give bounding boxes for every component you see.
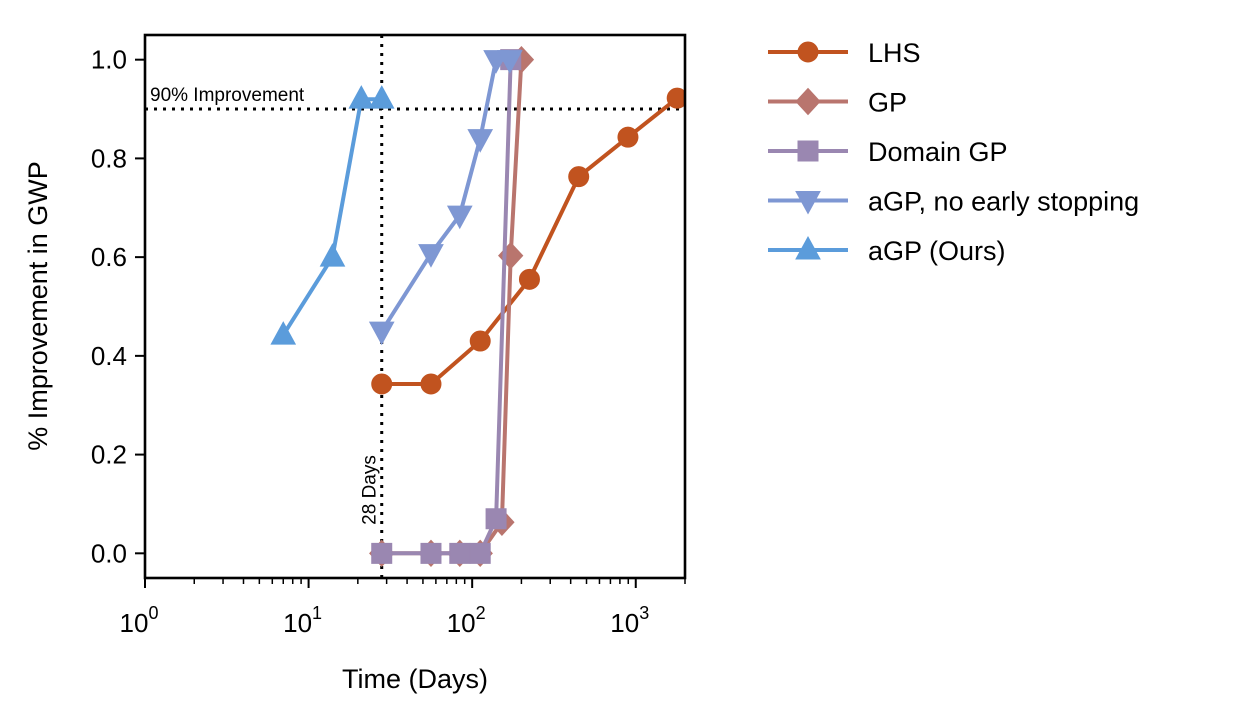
x-tick-label: 100	[120, 603, 159, 638]
series-agp-ours	[270, 85, 395, 345]
ref-line-horizontal-label: 90% Improvement	[150, 85, 305, 106]
series-line	[381, 59, 513, 556]
series-line	[380, 57, 510, 333]
data-point	[371, 373, 393, 395]
legend-item: LHS	[768, 38, 921, 68]
y-tick-label: 0.6	[91, 242, 127, 272]
legend-swatch-marker	[795, 235, 821, 260]
data-point	[666, 87, 685, 109]
x-tick-label: 103	[610, 603, 649, 638]
series-line	[281, 97, 382, 337]
data-point	[348, 85, 375, 109]
x-tick-base: 10	[610, 608, 639, 638]
data-point	[446, 205, 473, 230]
ref-line-vertical-label: 28 Days	[360, 455, 381, 525]
series-lhs	[371, 87, 685, 395]
reference-lines: 90% Improvement 28 Days	[145, 35, 685, 578]
x-tick-label: 101	[283, 603, 322, 638]
y-tick-label: 0.4	[91, 341, 127, 371]
data-point	[467, 129, 494, 153]
legend-label: LHS	[868, 38, 921, 68]
data-point	[469, 542, 491, 564]
data-point	[418, 244, 444, 268]
x-axis: 100 101 102 103	[120, 578, 686, 638]
data-point	[270, 321, 297, 345]
legend-swatch-marker	[795, 191, 821, 215]
data-point	[469, 330, 491, 352]
data-point	[568, 166, 590, 188]
legend-label: aGP, no early stopping	[868, 187, 1139, 217]
data-point	[497, 50, 523, 74]
y-tick-label: 1.0	[91, 45, 127, 75]
y-tick-label: 0.2	[91, 440, 127, 470]
x-tick-exponent: 2	[476, 603, 486, 623]
legend-swatch-marker	[797, 41, 819, 63]
x-tick-exponent: 1	[312, 603, 322, 623]
data-point	[449, 542, 471, 564]
legend-item: aGP, no early stopping	[768, 187, 1139, 217]
data-point	[368, 321, 395, 346]
x-tick-exponent: 0	[148, 603, 158, 623]
legend: LHS GP Domain GP aGP, no early stopping aGP …	[768, 38, 1139, 266]
data-point	[371, 542, 393, 564]
series-agp-no-early-stopping	[368, 50, 523, 346]
x-tick-label: 102	[447, 603, 486, 638]
legend-swatch-marker	[797, 140, 819, 162]
data-point	[368, 85, 395, 109]
data-point	[518, 268, 540, 290]
data-point	[485, 508, 507, 530]
plot-frame	[143, 33, 687, 580]
legend-item: GP	[768, 88, 907, 118]
y-axis: 0.0 0.2 0.4 0.6 0.8 1.0	[91, 45, 145, 568]
x-tick-base: 10	[283, 608, 312, 638]
legend-swatch-marker	[795, 87, 821, 116]
y-tick-label: 0.0	[91, 538, 127, 568]
y-tick-label: 0.8	[91, 143, 127, 173]
legend-label: aGP (Ours)	[868, 236, 1006, 266]
data-point	[420, 373, 442, 395]
x-tick-base: 10	[120, 608, 149, 638]
legend-label: GP	[868, 88, 907, 118]
x-tick-base: 10	[447, 608, 476, 638]
data-point	[617, 126, 639, 148]
x-axis-title: Time (Days)	[342, 664, 488, 694]
x-tick-exponent: 3	[639, 603, 649, 623]
legend-item: aGP (Ours)	[768, 235, 1006, 266]
y-axis-title: % Improvement in GWP	[23, 161, 53, 451]
series-domain-gp	[371, 49, 522, 564]
series-layer	[270, 45, 685, 568]
data-point	[319, 243, 346, 267]
legend-item: Domain GP	[768, 137, 1008, 167]
series-line	[381, 59, 524, 556]
legend-label: Domain GP	[868, 137, 1008, 167]
data-point	[420, 542, 442, 564]
